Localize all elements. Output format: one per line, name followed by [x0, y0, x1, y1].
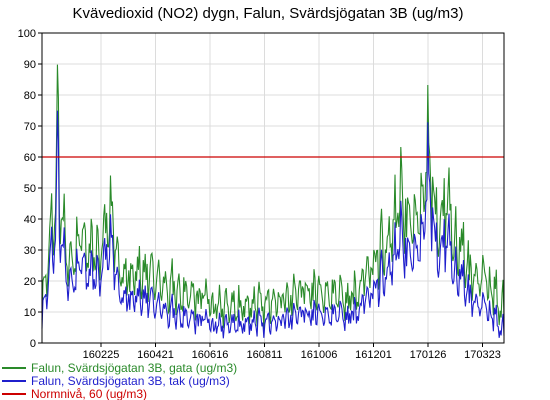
x-axis-ticks: 160225 160421 160616 160811 161006 161201 1701…	[83, 343, 501, 361]
y-tick-label: 70	[24, 121, 36, 133]
series-line-tak	[41, 110, 505, 339]
y-tick-label: 40	[24, 214, 36, 226]
x-tick-label: 170323	[464, 349, 501, 361]
y-tick-label: 20	[24, 276, 36, 288]
y-tick-label: 0	[30, 338, 36, 350]
y-tick-label: 10	[24, 307, 36, 319]
legend: Falun, Svärdsjögatan 3B, gata (ug/m3)Fal…	[2, 361, 237, 400]
legend-label: Falun, Svärdsjögatan 3B, tak (ug/m3)	[31, 374, 230, 388]
series-line-gata	[41, 64, 505, 330]
y-tick-label: 100	[18, 28, 36, 40]
chart-title: Kvävedioxid (NO2) dygn, Falun, Svärdsjög…	[72, 5, 463, 22]
legend-label: Normnivå, 60 (ug/m3)	[31, 387, 147, 400]
y-tick-label: 30	[24, 245, 36, 257]
y-tick-label: 60	[24, 152, 36, 164]
x-tick-label: 161006	[301, 349, 338, 361]
y-tick-label: 90	[24, 59, 36, 71]
y-tick-label: 80	[24, 90, 36, 102]
y-tick-label: 50	[24, 183, 36, 195]
series-layer	[41, 64, 505, 339]
y-axis-ticks: 0 10 20 30 40 50 60 70 80 90 100	[18, 28, 42, 350]
legend-label: Falun, Svärdsjögatan 3B, gata (ug/m3)	[31, 361, 237, 375]
x-tick-label: 160225	[83, 349, 120, 361]
x-tick-label: 160616	[192, 349, 229, 361]
x-tick-label: 161201	[355, 349, 392, 361]
x-tick-label: 170126	[410, 349, 447, 361]
x-tick-label: 160421	[137, 349, 174, 361]
plot-frame	[41, 32, 505, 344]
x-tick-label: 160811	[247, 349, 283, 361]
